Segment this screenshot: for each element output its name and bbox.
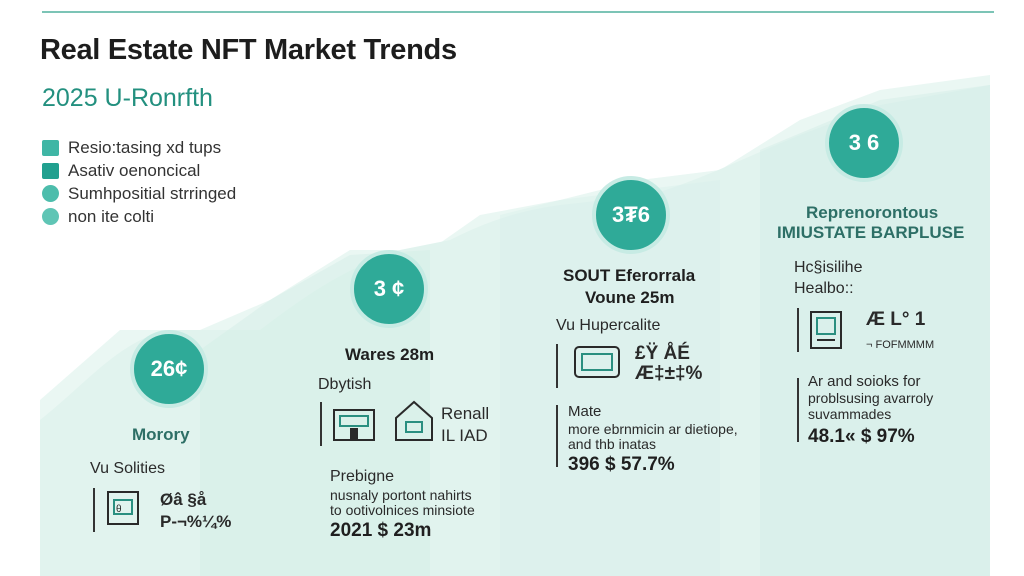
stage-2-note-2: nusnaly portont nahirts [330, 487, 472, 503]
svg-text:θ: θ [116, 504, 122, 515]
stage-1-icon-label-1: Øâ §å [160, 490, 207, 509]
stage-4-icon-label-2: ¬ FOFMMMM [866, 339, 935, 351]
legend-item: Sumhpositial strringed [42, 182, 236, 205]
legend-label: Resio:tasing xd tups [68, 137, 222, 157]
stage-3-note-3: and thb inatas [568, 436, 656, 452]
stage-3-badge: 3₮6 [592, 176, 670, 254]
stage-4-value: 48.1« $ 97% [808, 426, 915, 447]
legend: Resio:tasing xd tups Asativ oenoncical S… [42, 136, 236, 228]
legend-label: Sumhpositial strringed [68, 183, 237, 203]
stage-3-note-1: Mate [568, 403, 602, 420]
stage-2-heading: Wares 28m [345, 345, 435, 364]
stage-3-heading-1: SOUT Eferorrala [563, 266, 696, 285]
bracket-divider [320, 402, 322, 446]
legend-item: non ite colti [42, 205, 236, 228]
stage-4-heading-2: IMIUSTATE BARPLUSE [777, 223, 965, 242]
stage-4-note-3: suvammades [808, 406, 892, 422]
building-icon: θ [107, 491, 139, 525]
storefront-icon [333, 409, 375, 441]
bracket-divider [797, 308, 799, 352]
stage-1-heading: Morory [132, 425, 190, 444]
stage-3-heading-2: Voune 25m [585, 288, 675, 307]
bracket-divider [93, 488, 95, 532]
stage-3-value: 396 $ 57.7% [568, 454, 675, 475]
circle-swatch-icon [42, 185, 59, 202]
stage-3-note-2: more ebrnmicin ar dietiope, [568, 421, 738, 437]
area-highlight [200, 250, 430, 576]
legend-item: Resio:tasing xd tups [42, 136, 236, 159]
stage-1-icon-label-2: P-¬%¼% [160, 512, 232, 531]
stage-3-icon-label-1: £Ÿ ÅÉ [635, 343, 690, 364]
stage-3-sub: Vu Hupercalite [556, 317, 661, 334]
stage-4-note-2: problsusing avarroly [808, 390, 934, 406]
house-icon [395, 400, 433, 441]
legend-label: Asativ oenoncical [68, 160, 201, 180]
page-subtitle: 2025 U-Ronrfth [42, 84, 213, 112]
monitor-icon [574, 346, 620, 378]
stage-4-sub-1: Hc§isilihe [794, 259, 863, 276]
document-icon [810, 311, 842, 349]
stage-3-icon-label-2: Æ‡±‡% [635, 363, 703, 384]
area-highlight-3 [760, 85, 990, 576]
stage-4-icon-label-1: Æ L° 1 [866, 309, 926, 330]
stage-1-sub: Vu Solities [90, 460, 165, 477]
stage-2-sub: Dbytish [318, 376, 372, 393]
stage-4-sub-2: Healbo:: [794, 280, 854, 297]
page-title: Real Estate NFT Market Trends [40, 34, 457, 66]
stage-1-badge: 26¢ [130, 330, 208, 408]
square-swatch-icon [42, 139, 59, 156]
stage-4-heading-1: Reprenorontous [806, 203, 939, 222]
stage-2-note-3: to ootivolnices minsiote [330, 502, 475, 518]
legend-item: Asativ oenoncical [42, 159, 236, 182]
circle-swatch-icon [42, 208, 59, 225]
stage-2-value: 2021 $ 23m [330, 520, 432, 541]
stage-2-badge: 3 ¢ [350, 250, 428, 328]
legend-label: non ite colti [68, 206, 154, 226]
stage-2-icon-label-2: IL IAD [441, 426, 488, 445]
bracket-divider [556, 405, 558, 467]
bracket-divider [797, 378, 799, 442]
bracket-divider [556, 344, 558, 388]
top-divider [42, 11, 994, 13]
stage-2-note-1: Prebigne [330, 468, 395, 485]
stage-4-note-1: Ar and soioks for [808, 373, 921, 390]
stage-4-badge: 3 6 [825, 104, 903, 182]
square-swatch-icon [42, 162, 59, 179]
stage-2-icon-label-1: Renall [441, 404, 490, 423]
